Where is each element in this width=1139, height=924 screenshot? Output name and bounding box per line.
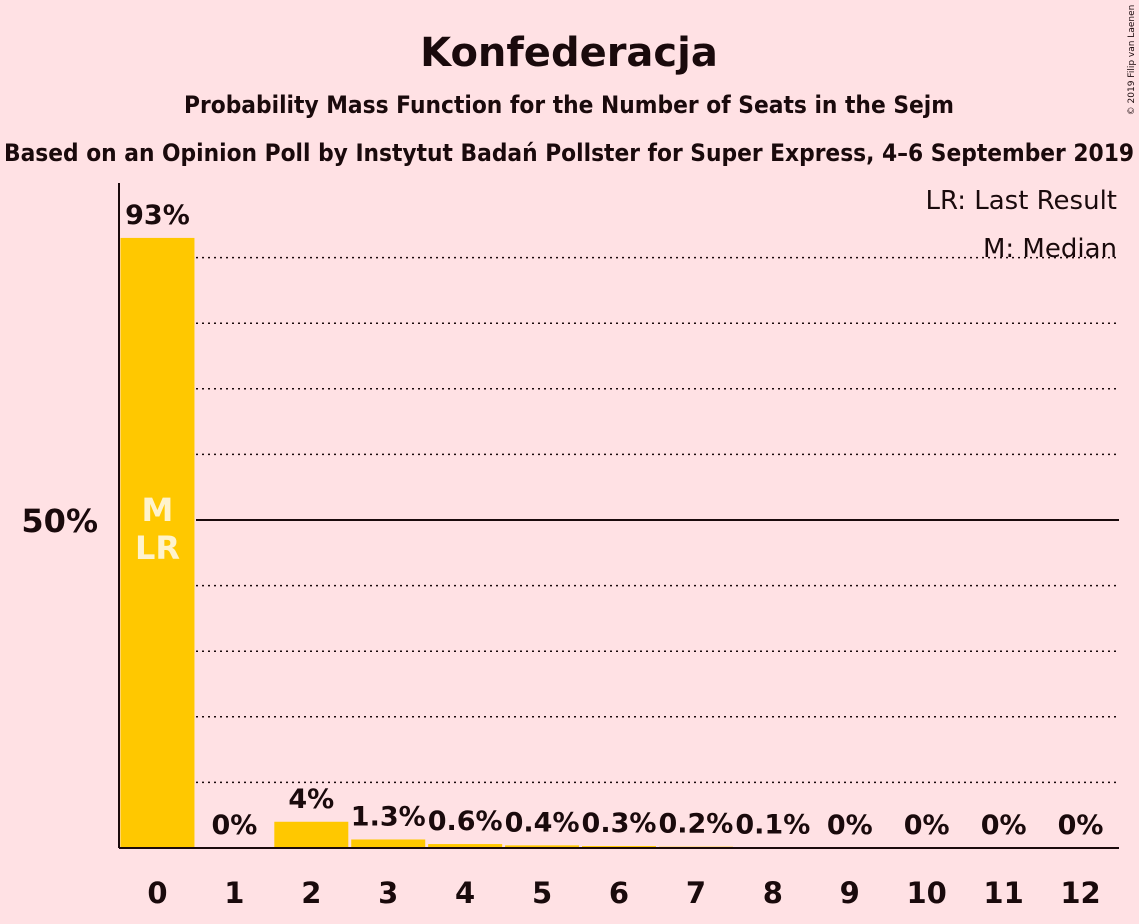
x-tick-label-8: 8 [763,876,783,910]
x-tick-label-12: 12 [1060,876,1100,910]
x-tick-label-4: 4 [455,876,475,910]
chart-subtitle: Probability Mass Function for the Number… [184,91,954,119]
x-tick-label-3: 3 [378,876,398,910]
bar-3 [351,839,426,848]
x-tick-label-6: 6 [609,876,629,910]
value-label-11: 0% [981,810,1027,841]
x-tick-label-0: 0 [147,876,167,910]
x-tick-label-9: 9 [840,876,860,910]
x-tick-label-11: 11 [983,876,1023,910]
chart-title: Konfederacja [420,30,718,76]
value-label-7: 0.2% [658,809,733,840]
y-axis-layer: 50% [21,502,1119,540]
bars-layer [120,237,810,849]
value-label-3: 1.3% [351,801,426,832]
chart-subtitle-poll: Based on an Opinion Poll by Instytut Bad… [4,139,1134,167]
x-tick-labels-layer: 0 1 2 3 4 5 6 7 8 9 10 11 12 [147,876,1100,910]
legend-last-result: LR: Last Result [925,186,1117,216]
x-tick-label-1: 1 [224,876,244,910]
value-label-0: 93% [125,200,190,231]
value-label-1: 0% [211,810,257,841]
value-label-8: 0.1% [735,809,810,840]
bar-4 [428,844,503,848]
value-label-2: 4% [288,784,334,815]
y-tick-label: 50% [21,502,98,540]
bar-marker-m: M [142,491,174,529]
bar-0 [120,237,195,849]
value-label-12: 0% [1058,810,1104,841]
value-label-6: 0.3% [582,808,657,839]
grid-layer [196,256,1119,784]
value-label-4: 0.6% [428,806,503,837]
x-tick-label-7: 7 [686,876,706,910]
x-tick-label-10: 10 [907,876,947,910]
x-tick-label-2: 2 [301,876,321,910]
value-label-10: 0% [904,810,950,841]
legend-median: M: Median [983,234,1117,264]
value-label-5: 0.4% [505,807,580,838]
x-tick-label-5: 5 [532,876,552,910]
copyright-text: © 2019 Filip van Laenen [1127,5,1137,116]
bar-marker-lr: LR [135,529,180,567]
value-label-9: 0% [827,810,873,841]
value-labels-layer: 93% 0% 4% 1.3% 0.6% 0.4% 0.3% 0.2% 0.1% 0% 0% 0% 0% M… [125,200,1103,841]
bar-5 [505,845,580,848]
bar-2 [274,821,349,848]
